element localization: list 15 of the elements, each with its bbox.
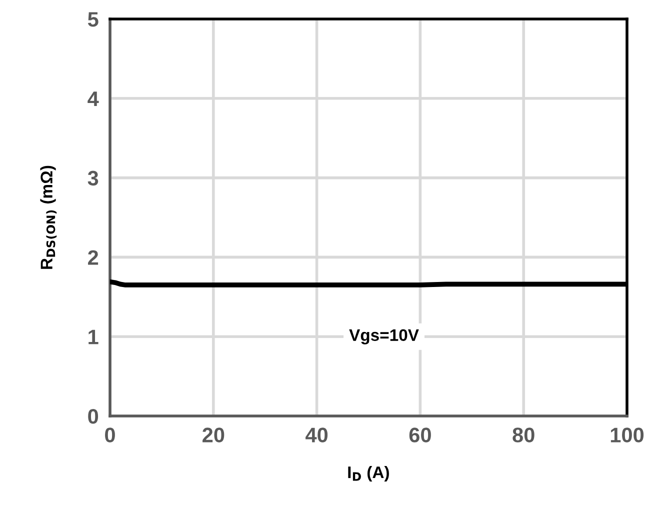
x-tick-label: 40 [306,428,328,442]
x-tick-label: 100 [610,428,644,442]
x-tick-label: 0 [105,428,115,442]
x-tick-label: 20 [202,428,224,442]
annotation: Vgs=10V [349,329,419,344]
y-tick-label: 0 [88,409,98,424]
x-axis-title: I$_{D}$ (A) [348,466,389,482]
y-tick-label: 4 [88,92,99,106]
x-tick-label: 80 [512,428,534,442]
y-tick-label: 2 [88,250,98,265]
y-axis-title: R$_{DS(ON)}$ (mΩ) [40,166,57,269]
y-tick-label: 3 [88,170,98,186]
y-tick-label: 1 [88,330,98,344]
x-tick-label: 60 [409,428,431,442]
y-tick-label: 5 [88,12,98,27]
